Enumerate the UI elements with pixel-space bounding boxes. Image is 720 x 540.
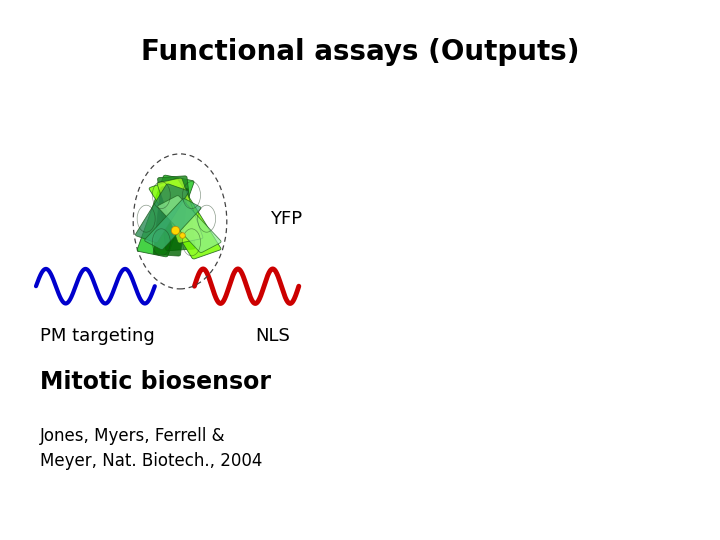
FancyBboxPatch shape xyxy=(157,178,203,243)
FancyBboxPatch shape xyxy=(149,178,221,259)
FancyBboxPatch shape xyxy=(137,175,194,257)
FancyBboxPatch shape xyxy=(145,199,201,249)
FancyBboxPatch shape xyxy=(153,187,188,256)
Text: Jones, Myers, Ferrell &
Meyer, Nat. Biotech., 2004: Jones, Myers, Ferrell & Meyer, Nat. Biot… xyxy=(40,427,262,470)
Text: Mitotic biosensor: Mitotic biosensor xyxy=(40,370,271,394)
Text: PM targeting: PM targeting xyxy=(40,327,154,345)
Text: NLS: NLS xyxy=(256,327,290,345)
FancyBboxPatch shape xyxy=(158,195,221,253)
Text: YFP: YFP xyxy=(270,210,302,228)
FancyBboxPatch shape xyxy=(135,184,189,242)
Text: Functional assays (Outputs): Functional assays (Outputs) xyxy=(140,38,580,66)
FancyBboxPatch shape xyxy=(158,176,195,251)
